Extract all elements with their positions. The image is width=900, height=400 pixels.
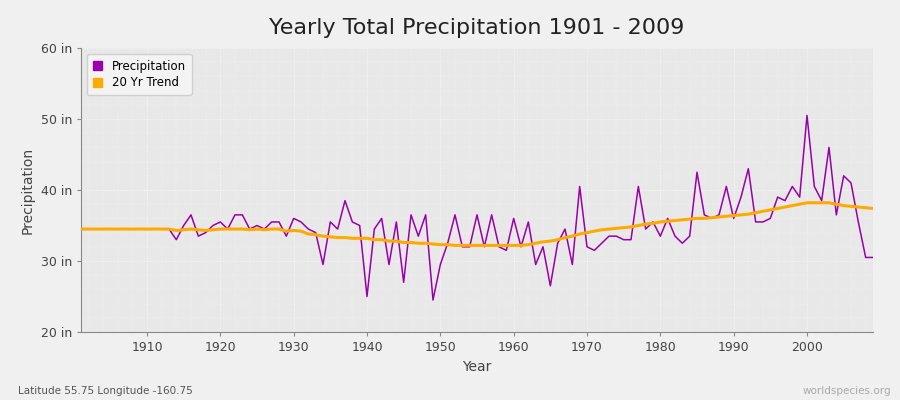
Precipitation (516, 244, 526, 249)
Line: Precipitation: Precipitation (81, 116, 873, 300)
20 Yr Trend (450, 243, 461, 248)
Text: worldspecies.org: worldspecies.org (803, 386, 891, 396)
Precipitation (134, 227, 145, 232)
Line: 20 Yr Trend: 20 Yr Trend (81, 203, 873, 245)
Precipitation (802, 113, 813, 118)
Precipitation (428, 298, 438, 302)
Text: Latitude 55.75 Longitude -160.75: Latitude 55.75 Longitude -160.75 (18, 386, 193, 396)
20 Yr Trend (134, 227, 145, 232)
20 Yr Trend (508, 243, 519, 248)
20 Yr Trend (339, 235, 350, 240)
Precipitation (508, 216, 519, 221)
Y-axis label: Precipitation: Precipitation (21, 146, 35, 234)
20 Yr Trend (802, 200, 813, 205)
20 Yr Trend (604, 227, 615, 232)
Precipitation (868, 255, 878, 260)
X-axis label: Year: Year (463, 360, 491, 374)
Legend: Precipitation, 20 Yr Trend: Precipitation, 20 Yr Trend (87, 54, 192, 95)
Precipitation (76, 227, 86, 232)
Precipitation (604, 234, 615, 238)
20 Yr Trend (868, 206, 878, 211)
Title: Yearly Total Precipitation 1901 - 2009: Yearly Total Precipitation 1901 - 2009 (269, 18, 685, 38)
20 Yr Trend (76, 227, 86, 232)
20 Yr Trend (516, 243, 526, 248)
Precipitation (295, 220, 306, 224)
20 Yr Trend (295, 229, 306, 234)
Precipitation (339, 198, 350, 203)
